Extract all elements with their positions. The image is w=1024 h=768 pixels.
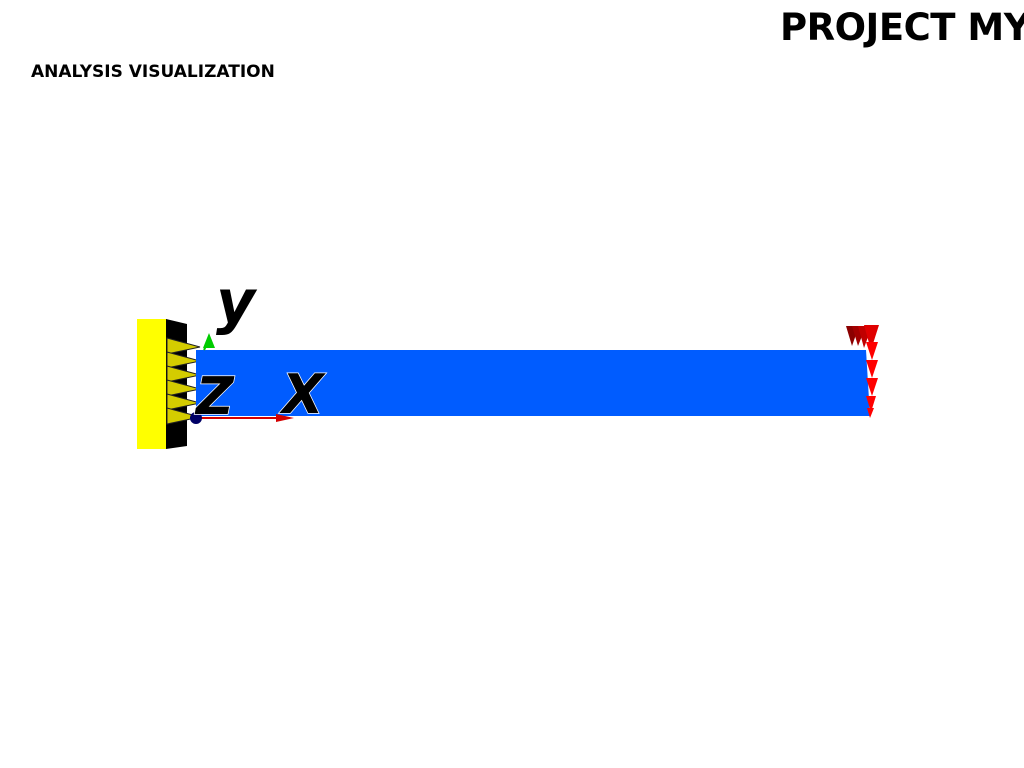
spring-cone [166, 407, 201, 425]
y-axis-label: y [216, 267, 258, 337]
axes-triad: X y Z [190, 266, 327, 428]
load-arrows [846, 325, 879, 418]
load-arrow [867, 408, 874, 418]
load-arrow [866, 396, 876, 412]
spring-cone [166, 379, 201, 397]
load-arrow [866, 360, 878, 378]
spring-cone [166, 351, 201, 369]
x-axis-arrowhead [276, 414, 294, 422]
z-axis-origin [190, 412, 202, 424]
beam-body[interactable] [196, 350, 870, 416]
spring-cone [166, 337, 201, 355]
load-arrow [866, 378, 878, 396]
analysis-subtitle: ANALYSIS VISUALIZATION [31, 62, 275, 82]
z-axis-label: Z [194, 367, 235, 427]
support-springs [166, 337, 201, 425]
spring-cone [166, 393, 201, 411]
load-arrow [864, 325, 879, 350]
load-arrow [866, 342, 878, 360]
spring-cone [166, 365, 201, 383]
project-title: PROJECT MYBEAM [780, 6, 1024, 49]
y-axis-arrowhead [203, 333, 215, 348]
support-plate [137, 319, 167, 449]
x-axis-label: X [279, 363, 326, 426]
beam[interactable] [196, 350, 870, 416]
